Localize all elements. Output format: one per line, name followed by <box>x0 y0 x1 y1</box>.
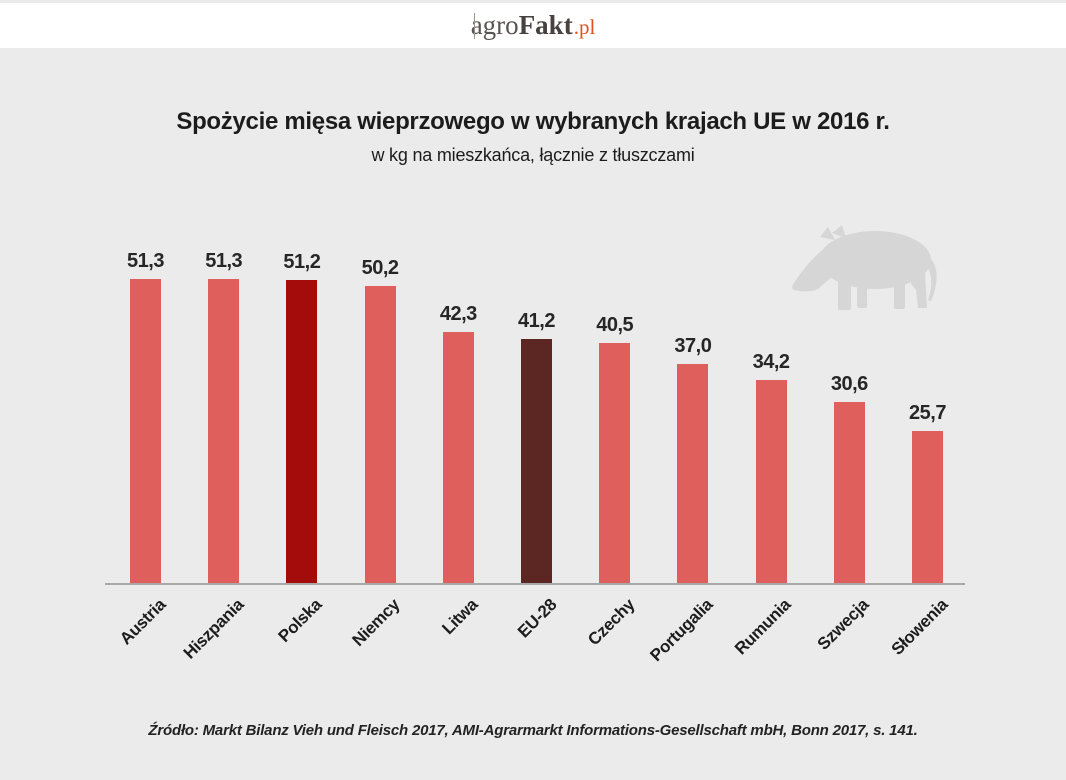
x-axis-line <box>105 583 965 585</box>
value-label: 51,3 <box>205 250 243 272</box>
value-label: 50,2 <box>361 257 399 279</box>
chart-title: Spożycie mięsa wieprzowego w wybranych k… <box>176 108 890 135</box>
value-label: 42,3 <box>439 303 477 325</box>
bar-Portugalia <box>677 364 709 583</box>
logo-prefix: agro <box>470 10 519 40</box>
bar-Austria <box>130 279 161 583</box>
site-header: agro Fakt .pl <box>0 3 1066 48</box>
value-label: 51,2 <box>283 251 321 273</box>
logo-tld: .pl <box>573 15 596 39</box>
agrofakt-logo: agro Fakt .pl <box>471 10 596 41</box>
logo-brand: Fakt <box>518 10 573 40</box>
bar-Niemcy <box>364 286 396 583</box>
logo-divider <box>473 12 475 39</box>
bar-Słowenia <box>912 431 943 583</box>
bar-Hiszpania <box>208 279 240 583</box>
value-label: 37,0 <box>674 335 712 357</box>
value-label: 41,2 <box>518 310 555 332</box>
bar-Rumunia <box>755 380 787 583</box>
value-label: 40,5 <box>596 314 634 336</box>
value-label: 51,3 <box>127 250 164 272</box>
bar-Litwa <box>442 332 474 583</box>
pig-icon <box>792 225 937 310</box>
bar-Polska <box>286 280 318 583</box>
source-note: Źródło: Markt Bilanz Vieh und Fleisch 20… <box>148 722 918 739</box>
bar-EU-28 <box>521 339 552 583</box>
value-label: 25,7 <box>909 402 946 424</box>
chart-subtitle: w kg na mieszkańca, łącznie z tłuszczami <box>371 145 695 165</box>
value-label: 34,2 <box>752 351 790 373</box>
bar-Czechy <box>599 343 631 583</box>
bar-Szwecja <box>833 402 865 583</box>
value-label: 30,6 <box>830 373 868 395</box>
